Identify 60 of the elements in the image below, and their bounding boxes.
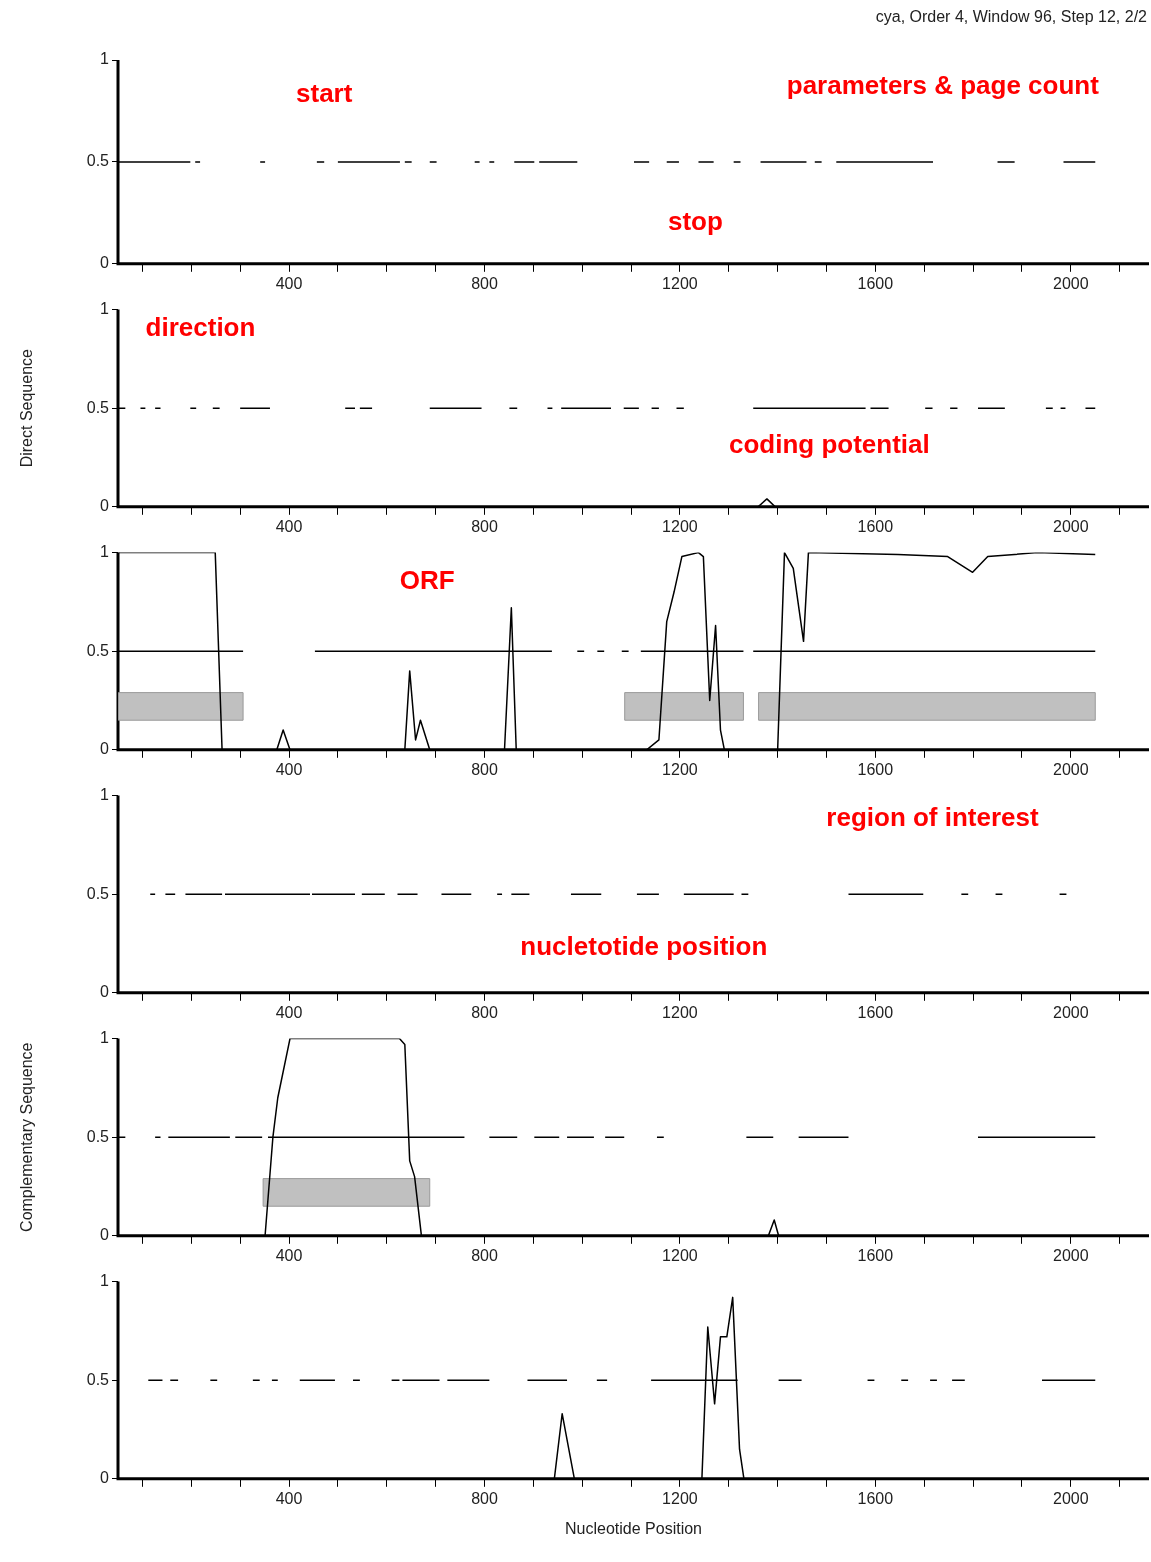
annotation: region of interest — [826, 802, 1040, 833]
x-tick-label: 800 — [471, 1246, 498, 1264]
annotation: nucletotide position — [520, 930, 768, 961]
y-tick-label: 0 — [100, 740, 110, 758]
chart-title: cya, Order 4, Window 96, Step 12, 2/2 — [875, 8, 1148, 26]
y-tick-label: 1 — [100, 1272, 110, 1290]
x-tick-label: 1600 — [857, 274, 894, 292]
x-tick-label: 1200 — [662, 760, 698, 778]
x-tick-label: 1200 — [662, 274, 698, 292]
y-tick-label: 0.5 — [86, 641, 110, 659]
annotation: direction — [145, 312, 256, 343]
x-tick-label: 1200 — [662, 1003, 698, 1021]
x-tick-label: 800 — [471, 1489, 498, 1507]
y-tick-label: 0 — [100, 983, 110, 1001]
x-tick-label: 1200 — [662, 1489, 698, 1507]
x-tick-label: 1200 — [662, 517, 698, 535]
x-tick-label: 1600 — [857, 1003, 894, 1021]
x-tick-label: 1200 — [662, 1246, 698, 1264]
y-tick-label: 0.5 — [86, 398, 110, 416]
annotation: parameters & page count — [786, 69, 1100, 100]
x-tick-label: 400 — [275, 517, 303, 535]
y-tick-label: 1 — [100, 786, 110, 804]
x-tick-label: 400 — [275, 274, 303, 292]
x-tick-label: 400 — [275, 1246, 303, 1264]
y-tick-label: 0.5 — [86, 152, 110, 170]
y-tick-label: 0.5 — [86, 1127, 110, 1145]
annotation: ORF — [399, 565, 455, 596]
y-tick-label: 0.5 — [86, 1370, 110, 1388]
y-tick-label: 1 — [100, 300, 110, 318]
x-tick-label: 800 — [471, 274, 498, 292]
y-tick-label: 0 — [100, 497, 110, 515]
annotation: stop — [667, 206, 723, 237]
y-axis-title: Direct Sequence — [18, 348, 36, 468]
x-tick-label: 800 — [471, 760, 498, 778]
x-tick-label: 1600 — [857, 1489, 894, 1507]
x-tick-label: 2000 — [1053, 1246, 1089, 1264]
y-tick-label: 1 — [100, 50, 110, 68]
x-tick-label: 2000 — [1053, 274, 1089, 292]
x-tick-label: 1600 — [857, 1246, 894, 1264]
x-tick-label: 400 — [275, 1489, 303, 1507]
x-tick-label: 2000 — [1053, 760, 1089, 778]
annotation: coding potential — [729, 428, 930, 459]
x-tick-label: 2000 — [1053, 517, 1089, 535]
y-tick-label: 0.5 — [86, 884, 110, 902]
x-tick-label: 1600 — [857, 760, 894, 778]
y-tick-label: 0 — [100, 1226, 110, 1244]
y-tick-label: 1 — [100, 543, 110, 561]
y-axis-title: Complementary Sequence — [18, 1042, 36, 1232]
x-tick-label: 2000 — [1053, 1003, 1089, 1021]
x-tick-label: 800 — [471, 1003, 498, 1021]
x-tick-label: 400 — [275, 760, 303, 778]
x-tick-label: 2000 — [1053, 1489, 1089, 1507]
x-axis-title: Nucleotide Position — [565, 1520, 702, 1538]
y-tick-label: 1 — [100, 1029, 110, 1047]
y-tick-label: 0 — [100, 254, 110, 272]
x-tick-label: 1600 — [857, 517, 894, 535]
annotation: start — [296, 77, 353, 108]
y-tick-label: 0 — [100, 1469, 110, 1487]
x-tick-label: 400 — [275, 1003, 303, 1021]
x-tick-label: 800 — [471, 517, 498, 535]
